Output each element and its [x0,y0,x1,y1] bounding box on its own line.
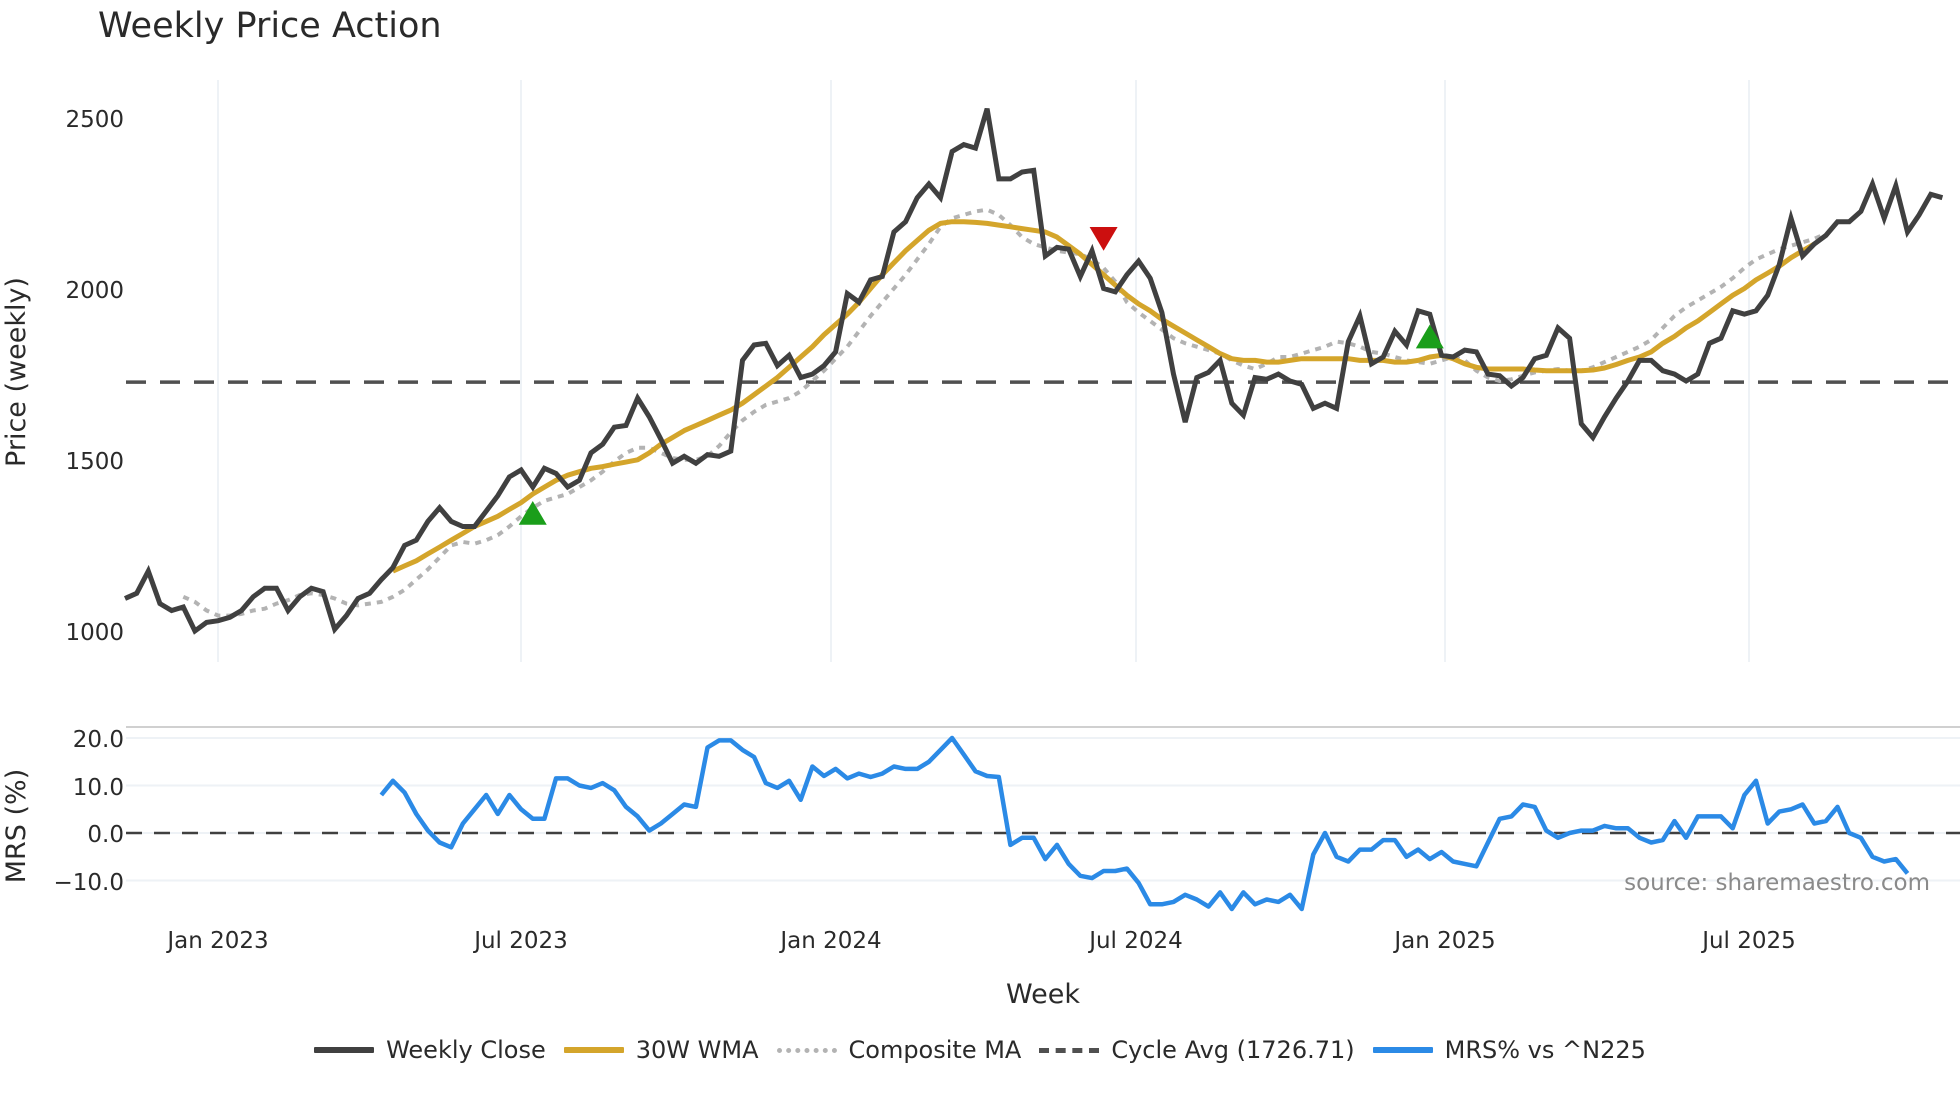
mrs-ytick: 0.0 [87,822,124,848]
sell-signal-triangle-down-icon [1089,226,1118,251]
price-ytick: 1500 [65,449,124,475]
signal-markers [518,226,1444,525]
xtick-label: Jan 2023 [165,928,268,954]
mrs-ylabel: MRS (%) [1,769,32,884]
legend-item[interactable]: 30W WMA [563,1036,759,1064]
mrs-line [379,735,1910,912]
legend-swatch-icon [563,1047,624,1053]
legend-item[interactable]: Weekly Close [314,1036,546,1064]
buy-signal-triangle-up-icon [1415,324,1444,349]
source-watermark: source: sharemaestro.com [1624,870,1930,896]
mrs-ytick: −10.0 [54,870,124,896]
chart-title: Weekly Price Action [98,6,442,46]
price-ytick: 1000 [65,620,124,646]
legend-label: Composite MA [848,1036,1022,1064]
legend-item[interactable]: MRS% vs ^N225 [1372,1036,1646,1064]
price-gridlines [217,80,1750,662]
xtick-label: Jan 2025 [1392,928,1495,954]
mrs-ytick: 20.0 [73,727,124,753]
wma-30w-line [391,219,1816,574]
legend-label: Weekly Close [386,1036,546,1064]
buy-signal-triangle-up-icon [518,500,547,525]
legend-swatch-icon [1039,1047,1100,1053]
composite-ma-line [182,207,1827,618]
legend-swatch-icon [776,1047,837,1053]
legend-label: Cycle Avg (1726.71) [1111,1036,1355,1064]
legend-swatch-icon [314,1047,375,1053]
price-ylabel: Price (weekly) [1,277,32,467]
chart-canvas: 2500 2000 1500 1000 20.0 10.0 0.0 −10.0 … [1,80,1960,1010]
legend-item[interactable]: Cycle Avg (1726.71) [1039,1036,1355,1064]
price-ytick: 2000 [65,278,124,304]
xtick-label: Jul 2025 [1700,928,1796,954]
legend-label: 30W WMA [635,1036,759,1064]
xtick-label: Jan 2024 [778,928,881,954]
mrs-ytick: 10.0 [73,775,124,801]
legend-swatch-icon [1372,1047,1433,1053]
legend-item[interactable]: Composite MA [776,1036,1022,1064]
weekly-close-line [123,107,1944,635]
xtick-label: Jul 2023 [472,928,568,954]
legend: Weekly Close 30W WMA Composite MA Cycle Avg… [0,1036,1960,1064]
xtick-label: Jul 2024 [1087,928,1183,954]
x-axis-label: Week [1006,979,1080,1010]
legend-label: MRS% vs ^N225 [1444,1036,1646,1064]
price-ytick: 2500 [65,107,124,133]
